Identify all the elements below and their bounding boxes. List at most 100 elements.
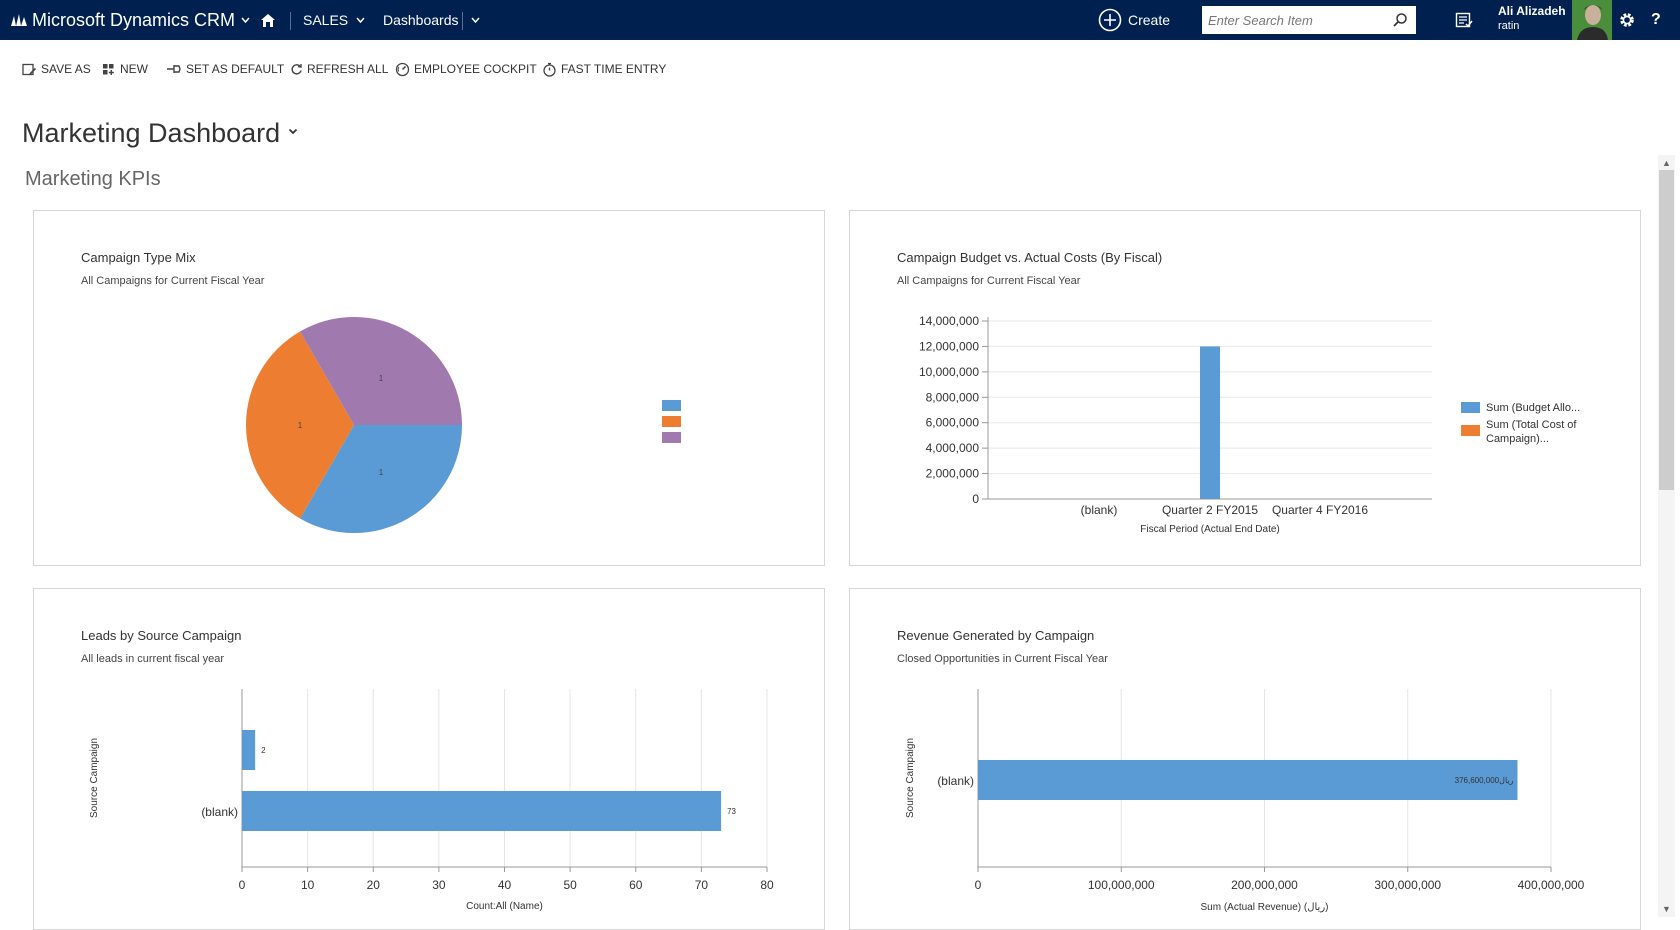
chart-subtitle: All Campaigns for Current Fiscal Year	[897, 275, 1081, 287]
x-tick-label: 400,000,000	[1518, 878, 1585, 892]
gear-icon	[1620, 13, 1634, 27]
subarea-label: Dashboards	[383, 12, 459, 28]
x-tick-label: 30	[432, 878, 446, 892]
task-list-icon	[1455, 12, 1473, 28]
pie-slice	[246, 331, 354, 519]
subarea-dropdown[interactable]	[471, 0, 480, 40]
y-tick-label: 12,000,000	[919, 339, 979, 353]
x-tick-label: 200,000,000	[1231, 878, 1298, 892]
x-tick-label: 300,000,000	[1374, 878, 1441, 892]
legend-swatch	[662, 432, 681, 443]
x-tick-label: Quarter 2 FY2015	[1162, 503, 1258, 517]
scroll-up-arrow-icon[interactable]: ▲	[1662, 158, 1671, 168]
chevron-down-icon	[241, 17, 250, 23]
chart-subtitle: Closed Opportunities in Current Fiscal Y…	[897, 653, 1108, 665]
y-axis-title: Source Campaign	[905, 738, 916, 818]
command-label: SAVE AS	[41, 62, 91, 76]
legend-swatch	[1461, 402, 1480, 413]
y-tick-label: 6,000,000	[926, 416, 980, 430]
settings-button[interactable]	[1618, 0, 1636, 40]
column-bar	[1200, 346, 1220, 499]
gauge-icon	[395, 62, 410, 76]
dashboard-selector-chevron-icon[interactable]	[288, 128, 298, 135]
subarea-link[interactable]: Dashboards	[383, 0, 459, 40]
dynamics-logo-icon	[10, 0, 28, 40]
app-title-menu[interactable]: Microsoft Dynamics CRM	[32, 0, 250, 40]
chart-title[interactable]: Leads by Source Campaign	[81, 628, 242, 643]
refresh-icon	[291, 63, 302, 74]
y-tick-label: 14,000,000	[919, 314, 979, 328]
plus-circle-icon	[1098, 8, 1122, 32]
search-input[interactable]	[1202, 6, 1382, 34]
pie-slice-label: 1	[298, 421, 303, 430]
x-tick-label: 20	[367, 878, 381, 892]
section-title: Marketing KPIs	[25, 168, 161, 190]
command-label: FAST TIME ENTRY	[561, 62, 667, 76]
set-as-default-button[interactable]: SET AS DEFAULT	[166, 61, 284, 77]
search-box	[1202, 6, 1416, 34]
save-as-button[interactable]: SAVE AS	[22, 61, 91, 77]
chart-title[interactable]: Campaign Type Mix	[81, 250, 196, 265]
x-tick-label: Quarter 4 FY2016	[1272, 503, 1368, 517]
y-tick-label: (blank)	[201, 805, 238, 819]
legend-swatch	[662, 400, 681, 411]
column-chart: 14,000,000 12,000,000 10,000,000 8,000,000 6…	[919, 314, 1580, 535]
scrollbar-thumb[interactable]	[1659, 170, 1674, 490]
y-tick-label: 8,000,000	[926, 390, 980, 404]
stopwatch-icon	[543, 62, 556, 77]
x-tick-label: 80	[760, 878, 774, 892]
y-axis-title: Source Campaign	[89, 738, 100, 818]
x-tick-label: 10	[301, 878, 315, 892]
top-nav-bar: Microsoft Dynamics CRM SALES Dashboards …	[0, 0, 1680, 40]
save-as-icon	[22, 63, 37, 75]
legend-label: Sum (Budget Allo...	[1486, 402, 1580, 414]
search-icon[interactable]	[1392, 12, 1408, 28]
refresh-all-button[interactable]: REFRESH ALL	[290, 61, 388, 77]
command-label: SET AS DEFAULT	[186, 62, 285, 76]
chart-subtitle: All Campaigns for Current Fiscal Year	[81, 275, 265, 287]
x-tick-label: 40	[498, 878, 512, 892]
x-tick-label: 60	[629, 878, 643, 892]
x-axis-title: Count:All (Name)	[466, 901, 543, 912]
area-menu[interactable]: SALES	[303, 0, 365, 40]
fast-time-entry-button[interactable]: FAST TIME ENTRY	[542, 61, 666, 77]
pin-icon	[167, 65, 181, 73]
user-info[interactable]: Ali Alizadeh ratin	[1498, 4, 1566, 32]
pie-slice-label: 1	[379, 468, 384, 477]
create-label: Create	[1128, 12, 1171, 28]
employee-cockpit-button[interactable]: EMPLOYEE COCKPIT	[395, 61, 537, 77]
command-label: NEW	[120, 62, 148, 76]
user-org: ratin	[1498, 20, 1520, 32]
nav-divider	[290, 12, 291, 30]
create-button[interactable]: Create	[1098, 0, 1170, 40]
chart-title[interactable]: Revenue Generated by Campaign	[897, 628, 1095, 643]
activities-button[interactable]	[1455, 0, 1473, 40]
command-label: REFRESH ALL	[307, 62, 389, 76]
y-tick-label: 2,000,000	[926, 467, 980, 481]
help-button[interactable]: ?	[1651, 0, 1661, 40]
chart-panel-budget-vs-actual: Campaign Budget vs. Actual Costs (By Fis…	[849, 210, 1641, 566]
home-button[interactable]	[260, 0, 276, 40]
bar	[242, 730, 256, 770]
legend-label: Sum (Total Cost of Campaign)...	[1486, 419, 1577, 445]
x-tick-label: 0	[975, 878, 982, 892]
home-icon	[261, 13, 275, 27]
avatar[interactable]	[1572, 0, 1612, 40]
bar-chart: 0 100,000,000 200,000,000 300,000,000 400,00…	[905, 689, 1585, 913]
bar	[242, 791, 722, 831]
y-tick-label: (blank)	[937, 774, 974, 788]
y-tick-label: 4,000,000	[926, 441, 980, 455]
chart-title[interactable]: Campaign Budget vs. Actual Costs (By Fis…	[897, 250, 1163, 265]
chart-panel-leads-by-source: Leads by Source Campaign All leads in cu…	[33, 588, 825, 930]
chart-panel-revenue-by-campaign: Revenue Generated by Campaign Closed Opp…	[849, 588, 1641, 930]
new-button[interactable]: NEW	[102, 61, 148, 77]
pie-chart: 1 1 1	[246, 317, 681, 533]
x-tick-label: 100,000,000	[1088, 878, 1155, 892]
nav-divider	[462, 12, 463, 30]
scroll-down-arrow-icon[interactable]: ▼	[1662, 904, 1671, 914]
chevron-down-icon	[356, 17, 365, 23]
y-tick-label: 0	[972, 492, 979, 506]
pie-slice-label: 1	[379, 374, 384, 383]
app-title: Microsoft Dynamics CRM	[32, 9, 236, 30]
x-tick-label: (blank)	[1081, 503, 1118, 517]
